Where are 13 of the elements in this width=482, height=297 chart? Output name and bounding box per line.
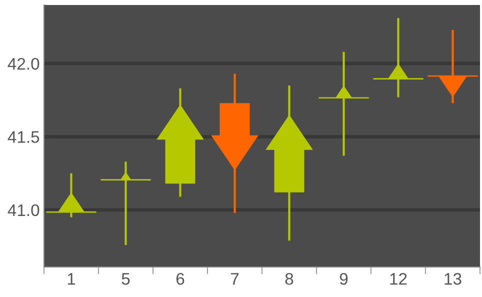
x-tick-label: 7 — [230, 273, 239, 285]
x-tick-label: 9 — [340, 272, 348, 285]
y-tick-label: 42.0 — [8, 58, 40, 70]
candlestick — [100, 160, 151, 246]
x-tick-label: 8 — [285, 272, 294, 285]
y-tick-label: 41.0 — [8, 204, 40, 216]
candlestick — [318, 50, 369, 157]
x-tick-label: 5 — [122, 273, 130, 285]
y-tick-label: 41.5 — [8, 131, 40, 143]
x-tick-label: 6 — [176, 272, 184, 285]
x-tick-label: 1 — [68, 273, 76, 285]
x-tick-label: 12 — [390, 272, 407, 285]
x-tick-label: 13 — [444, 272, 462, 285]
